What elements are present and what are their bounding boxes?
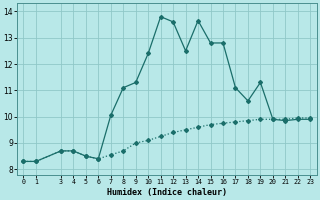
X-axis label: Humidex (Indice chaleur): Humidex (Indice chaleur) (107, 188, 227, 197)
